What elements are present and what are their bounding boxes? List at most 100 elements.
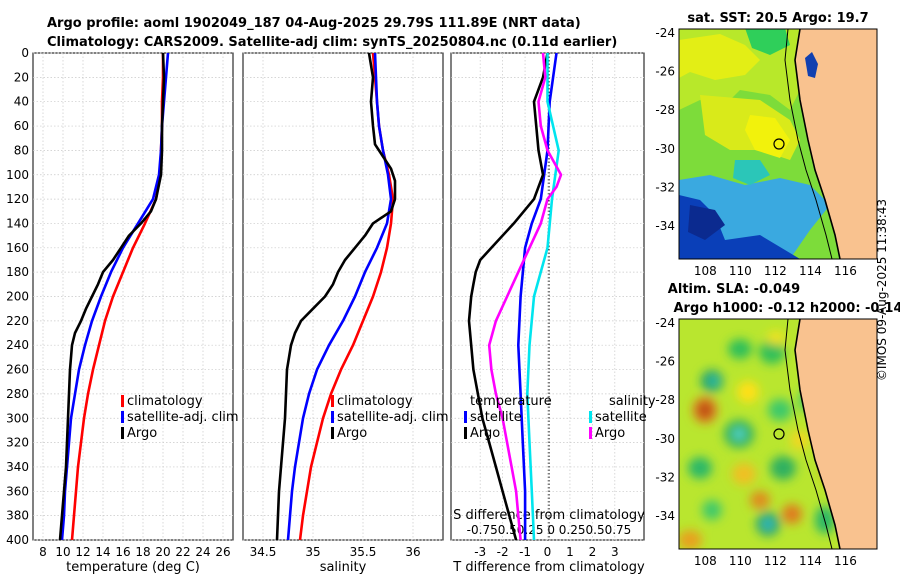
sla-map-subtitle: Argo h1000: -0.12 h2000: -0.14 [673,301,900,316]
legend-label-temp-argo: Argo [470,426,500,441]
sst-cold-core [688,205,725,240]
sla-map-field [679,319,877,549]
y-tick-label: 220 [6,314,29,328]
eddy [790,430,810,450]
x-tick-label: 24 [195,545,210,559]
sst-green-patch [745,29,790,55]
x-tick-label: 22 [175,545,190,559]
legend-label-sal-satellite: satellite [595,410,647,425]
x-tick-label: 12 [75,545,90,559]
temperature-legend: climatology satellite-adj. clim Argo [121,394,239,441]
x-tick-label: 34.5 [250,545,277,559]
legend-label-temp-satellite: satellite [470,410,522,425]
y-tick-label: 80 [14,143,29,157]
x-tick-label: 3 [611,545,619,559]
y-tick-label: 380 [6,509,29,523]
y-tick-label: 60 [14,119,29,133]
legend-swatch-satellite [331,411,334,423]
x-tick-label: -2 [497,545,509,559]
temperature-series-argo [58,53,166,540]
eddy [728,339,752,359]
difference-series-salinity-satellite [525,53,561,540]
map-y-tick-label: -32 [655,180,675,194]
x-tick-label: 35.5 [350,545,377,559]
salinity-series-argo [275,53,397,540]
legend-heading-temperature: temperature [470,394,552,409]
map-x-tick-label: 116 [834,554,857,568]
salinity-xlabel: salinity [320,560,367,575]
difference-series-salinity-argo [487,53,563,540]
y-tick-label: 180 [6,265,29,279]
eddy [732,463,756,485]
legend-label-argo: Argo [337,426,367,441]
figure-title-line2: Climatology: CARS2009. Satellite-adj cli… [47,35,617,50]
y-tick-label: 120 [6,192,29,206]
land-australia [795,319,877,549]
y-tick-label: 0 [21,46,29,60]
salinity-plot-area [242,52,444,541]
sst-yellow-patch [679,34,760,80]
legend-swatch-climatology [331,395,334,407]
eddy [770,456,796,480]
legend-label-argo: Argo [127,426,157,441]
argo-position-marker [773,138,785,150]
y-tick-label: 280 [6,387,29,401]
map-x-tick-label: 114 [799,264,822,278]
y-tick-label: 40 [14,95,29,109]
y-tick-label: 200 [6,290,29,304]
sla-map-frame [678,318,878,550]
land-australia [795,29,877,259]
y-tick-label: 20 [14,70,29,84]
profile-series [58,53,563,540]
x-tick-label: 20 [155,545,170,559]
x-tick-label: 8 [39,545,47,559]
map-y-tick-label: -26 [655,65,675,79]
coastline [794,29,841,259]
axis-tick-labels: 0204060801001201401601802002202402602803… [6,26,857,568]
map-y-tick-label: -28 [655,103,675,117]
eddy [688,457,712,479]
difference-series-group [467,53,563,540]
sst-map-field [679,29,877,259]
map-x-tick-label: 110 [729,264,752,278]
y-tick-label: 140 [6,216,29,230]
y-tick-label: 360 [6,484,29,498]
argo-position-marker [773,428,785,440]
eddy [750,491,770,509]
y-tick-label: 300 [6,411,29,425]
map-x-tick-label: 116 [834,264,857,278]
figure-title-line1: Argo profile: aoml 1902049_187 04-Aug-20… [47,16,581,31]
x-tick-label: 10 [55,545,70,559]
eddy-core [710,377,718,385]
legend-swatch-temp-satellite [464,411,467,423]
map-y-tick-label: -32 [655,470,675,484]
eddy-core [699,403,711,417]
y-tick-label: 260 [6,363,29,377]
salinity-series-group [275,53,397,540]
map-y-tick-label: -28 [655,393,675,407]
map-y-tick-label: -30 [655,142,675,156]
legend-label-climatology: climatology [127,394,203,409]
isobath [784,29,833,259]
eddy [782,504,802,524]
difference-legend: temperature satellite Argo salinity sate… [464,394,656,441]
x-tick-label: -1 [519,545,531,559]
legend-label-satellite: satellite-adj. clim [337,410,449,425]
legend-swatch-sal-argo [589,427,592,439]
map-y-tick-label: -24 [655,316,675,330]
map-x-tick-label: 112 [764,264,787,278]
map-y-tick-label: -34 [655,509,675,523]
difference-xlabel: T difference from climatology [452,560,645,575]
sst-teal-patch [733,160,770,185]
eddy [679,530,702,549]
legend-label-satellite: satellite-adj. clim [127,410,239,425]
legend-swatch-argo [331,427,334,439]
eddy-core [733,428,745,440]
watermark: ©IMOS 09-Aug-2025 11:38:43 [875,198,889,382]
map-y-tick-label: -26 [655,355,675,369]
legend-swatch-argo [121,427,124,439]
sst-map-frame [678,28,878,260]
legend-heading-salinity: salinity [609,394,656,409]
eddy [759,340,785,364]
